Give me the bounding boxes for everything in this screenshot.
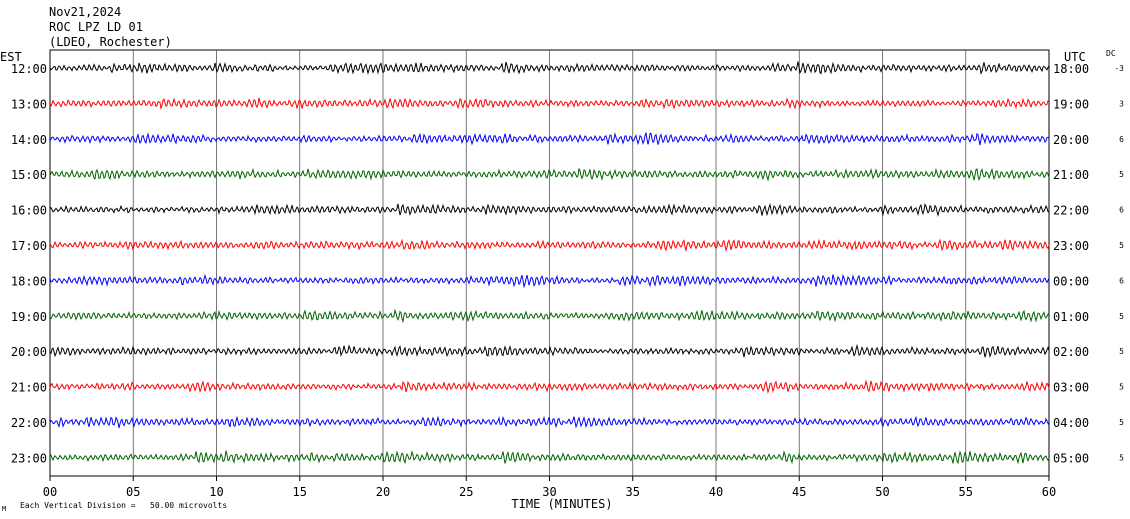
est-hour-label: 21:00 bbox=[11, 381, 47, 395]
x-tick-label: 40 bbox=[709, 485, 723, 499]
utc-hour-label: 18:00 bbox=[1053, 62, 1089, 76]
x-tick-label: 15 bbox=[293, 485, 307, 499]
est-hour-label: 22:00 bbox=[11, 416, 47, 430]
dc-offset-label: 5 bbox=[1119, 312, 1124, 321]
seismogram-trace bbox=[49, 238, 1050, 252]
seismogram-trace bbox=[49, 415, 1050, 429]
est-hour-label: 14:00 bbox=[11, 133, 47, 147]
x-tick-label: 25 bbox=[459, 485, 473, 499]
dc-offset-label: 5 bbox=[1119, 383, 1124, 392]
x-tick-label: 05 bbox=[126, 485, 140, 499]
seismogram-trace bbox=[49, 132, 1050, 146]
dc-header-label: DC bbox=[1106, 49, 1116, 58]
utc-hour-label: 04:00 bbox=[1053, 416, 1089, 430]
est-hour-label: 18:00 bbox=[11, 274, 47, 288]
x-tick-label: 10 bbox=[209, 485, 223, 499]
utc-hour-label: 01:00 bbox=[1053, 310, 1089, 324]
est-hour-label: 17:00 bbox=[11, 239, 47, 253]
x-tick-label: 35 bbox=[626, 485, 640, 499]
est-hour-label: 20:00 bbox=[11, 345, 47, 359]
est-hour-label: 15:00 bbox=[11, 168, 47, 182]
utc-hour-label: 22:00 bbox=[1053, 204, 1089, 218]
x-tick-label: 50 bbox=[875, 485, 889, 499]
dc-offset-label: 5 bbox=[1119, 241, 1124, 250]
est-hour-label: 12:00 bbox=[11, 62, 47, 76]
est-zone-label: EST bbox=[0, 50, 22, 64]
x-tick-label: 20 bbox=[376, 485, 390, 499]
utc-hour-label: 20:00 bbox=[1053, 133, 1089, 147]
x-tick-label: 00 bbox=[43, 485, 57, 499]
dc-offset-label: 5 bbox=[1119, 453, 1124, 462]
dc-offset-label: -3 bbox=[1114, 64, 1124, 73]
x-tick-label: 60 bbox=[1042, 485, 1056, 499]
seismogram-trace bbox=[49, 97, 1050, 111]
est-hour-label: 16:00 bbox=[11, 204, 47, 218]
seismogram-traces bbox=[49, 61, 1050, 465]
utc-hour-label: 02:00 bbox=[1053, 345, 1089, 359]
est-hour-label: 23:00 bbox=[11, 451, 47, 465]
header-date: Nov21,2024 bbox=[49, 5, 121, 19]
scale-note: Each Vertical Division = 50.00 microvolt… bbox=[20, 501, 227, 510]
seismogram-trace bbox=[49, 273, 1050, 289]
dc-offset-label: 5 bbox=[1119, 347, 1124, 356]
row-labels: 12:00 18:00 -3 13:00 19:00 3 14:00 20:00 6 15:00 2… bbox=[11, 62, 1124, 465]
utc-hour-label: 23:00 bbox=[1053, 239, 1089, 253]
seismogram-trace bbox=[49, 61, 1050, 76]
header-station: ROC LPZ LD 01 bbox=[49, 20, 143, 34]
dc-offset-label: 5 bbox=[1119, 170, 1124, 179]
seismogram-trace bbox=[49, 379, 1050, 394]
seismogram-trace bbox=[49, 202, 1050, 217]
dc-offset-label: 3 bbox=[1119, 99, 1124, 108]
utc-hour-label: 21:00 bbox=[1053, 168, 1089, 182]
est-hour-label: 19:00 bbox=[11, 310, 47, 324]
x-tick-label: 55 bbox=[959, 485, 973, 499]
est-hour-label: 13:00 bbox=[11, 97, 47, 111]
dc-offset-label: 5 bbox=[1119, 418, 1124, 427]
footer-mark: M bbox=[2, 505, 6, 513]
x-axis: 00 05 10 15 20 25 30 35 40 45 50 55 60 bbox=[43, 476, 1056, 499]
seismogram-trace bbox=[49, 343, 1050, 358]
utc-hour-label: 05:00 bbox=[1053, 451, 1089, 465]
utc-hour-label: 19:00 bbox=[1053, 97, 1089, 111]
seismogram-trace bbox=[49, 308, 1050, 324]
dc-offset-label: 6 bbox=[1119, 135, 1124, 144]
utc-hour-label: 00:00 bbox=[1053, 274, 1089, 288]
x-tick-label: 30 bbox=[542, 485, 556, 499]
header-network: (LDEO, Rochester) bbox=[49, 35, 172, 49]
utc-hour-label: 03:00 bbox=[1053, 381, 1089, 395]
minute-gridlines bbox=[132, 50, 967, 476]
seismogram-trace bbox=[49, 450, 1050, 465]
utc-zone-label: UTC bbox=[1064, 50, 1086, 64]
dc-offset-label: 6 bbox=[1119, 206, 1124, 215]
x-axis-title: TIME (MINUTES) bbox=[511, 497, 612, 511]
dc-offset-label: 6 bbox=[1119, 276, 1124, 285]
seismogram-trace bbox=[49, 167, 1050, 182]
x-tick-label: 45 bbox=[792, 485, 806, 499]
